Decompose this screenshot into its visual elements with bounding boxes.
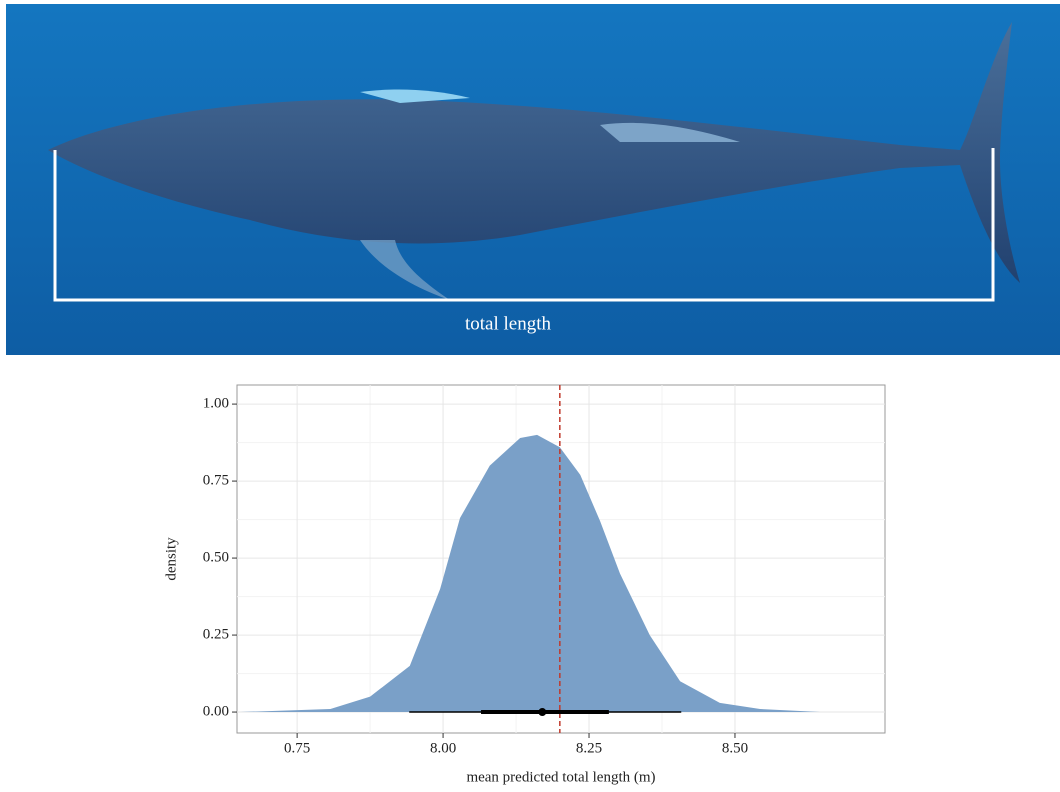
whale-fin: [360, 89, 470, 103]
whale-flipper: [360, 240, 450, 300]
density-area: [239, 434, 821, 713]
photo: total length: [6, 4, 1060, 355]
x-tick-label: 0.75: [284, 740, 310, 756]
whale-body: [48, 22, 1020, 283]
x-tick-label: 8.50: [722, 740, 748, 756]
whale-patch: [600, 122, 740, 142]
x-axis-title: mean predicted total length (m): [466, 769, 655, 785]
length-bracket: [53, 148, 995, 302]
y-tick-label: 0.75: [203, 473, 229, 489]
median-point: [538, 708, 547, 717]
y-axis-title: density: [163, 537, 179, 581]
y-tick-label: 1.00: [203, 396, 229, 412]
x-tick-label: 8.25: [576, 740, 602, 756]
y-tick-label: 0.00: [203, 703, 229, 719]
y-tick-label: 0.50: [203, 550, 229, 566]
x-tick-label: 8.00: [430, 740, 456, 756]
photo-caption: total length: [465, 313, 552, 334]
y-tick-label: 0.25: [203, 627, 229, 643]
